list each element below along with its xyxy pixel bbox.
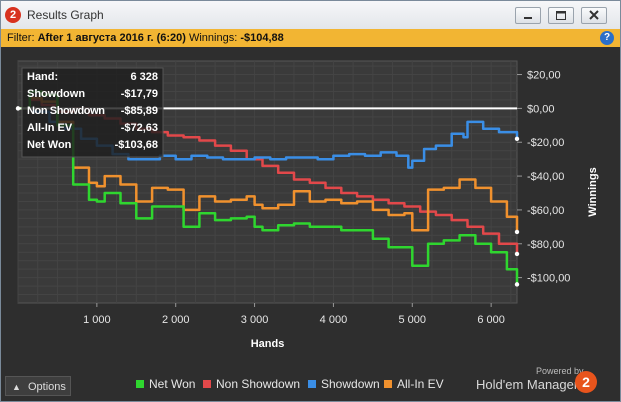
- series-line-net-won: [18, 90, 519, 285]
- legend-swatch: [308, 380, 316, 388]
- options-label: Options: [28, 381, 66, 393]
- x-tick-label: 6 000: [477, 314, 505, 326]
- results-chart: $20,00 $0,00 -$20,00 -$40,00 -$60,00 -$80,00 -…: [15, 60, 599, 350]
- legend-label: Net Won: [149, 377, 196, 391]
- y-tick-label: -$40,00: [527, 171, 564, 183]
- close-icon: [589, 10, 599, 20]
- minimize-button[interactable]: [515, 7, 541, 24]
- tooltip-value: -$72,63: [121, 122, 158, 134]
- y-axis-label: Winnings: [587, 167, 599, 216]
- y-tick-label: $20,00: [527, 70, 561, 82]
- filter-range: After 1 августа 2016 г. (6:20): [37, 32, 186, 44]
- y-tick-label: $0,00: [527, 103, 555, 115]
- tooltip-label: Net Won: [27, 139, 72, 151]
- legend-swatch: [384, 380, 392, 388]
- legend-label: All-In EV: [397, 377, 444, 391]
- x-tick-label: 4 000: [320, 314, 348, 326]
- series-line-all-in-ev: [18, 96, 519, 232]
- maximize-icon: [556, 11, 566, 20]
- winnings-label: Winnings:: [188, 32, 238, 44]
- maximize-button[interactable]: [548, 7, 574, 24]
- winnings-value: -$104,88: [240, 32, 284, 44]
- chevron-up-icon: ▲: [12, 382, 21, 392]
- filter-prefix: Filter:: [7, 32, 35, 44]
- close-button[interactable]: [581, 7, 607, 24]
- tooltip-label: Showdown: [27, 88, 85, 100]
- legend-all-in-ev[interactable]: All-In EV: [384, 377, 444, 391]
- x-tick-label: 1 000: [83, 314, 111, 326]
- legend-label: Non Showdown: [216, 377, 301, 391]
- brand-name: Hold'em Manager: [476, 377, 579, 392]
- y-tick-label: -$20,00: [527, 137, 564, 149]
- legend-label: Showdown: [321, 377, 380, 391]
- tooltip-value: -$85,89: [121, 105, 158, 117]
- legend-net-won[interactable]: Net Won: [136, 377, 195, 391]
- legend-showdown[interactable]: Showdown: [308, 377, 380, 391]
- tooltip-label: All-In EV: [27, 122, 73, 134]
- tooltip-value: -$17,79: [121, 88, 158, 100]
- tooltip-label: Non Showdown: [27, 105, 105, 117]
- zero-line-start-point: [15, 106, 21, 111]
- tooltip-label: Hand:: [27, 71, 58, 83]
- title-bar[interactable]: 2 Results Graph: [1, 1, 620, 30]
- filter-bar: Filter: After 1 августа 2016 г. (6:20) W…: [1, 29, 620, 47]
- hover-tooltip: [21, 67, 164, 158]
- legend-swatch: [136, 380, 144, 388]
- series-end-point-showdown: [514, 136, 520, 142]
- y-tick-label: -$100,00: [527, 273, 570, 285]
- series-end-point-all-in-ev: [514, 229, 520, 235]
- window-title: Results Graph: [27, 8, 104, 22]
- powered-by-text: Powered by: [536, 366, 584, 376]
- series-end-point-non-showdown: [514, 251, 520, 257]
- filter-summary: Filter: After 1 августа 2016 г. (6:20) W…: [7, 29, 284, 47]
- tooltip-value: -$103,68: [115, 139, 158, 151]
- y-tick-label: -$60,00: [527, 205, 564, 217]
- legend-swatch: [203, 380, 211, 388]
- x-tick-label: 3 000: [241, 314, 269, 326]
- minimize-icon: [524, 17, 532, 19]
- hm2-logo-icon: 2: [575, 371, 597, 393]
- series-end-point-net-won: [514, 282, 520, 287]
- x-tick-label: 2 000: [162, 314, 190, 326]
- help-icon[interactable]: ?: [600, 31, 614, 45]
- hm2-app-icon: 2: [5, 7, 21, 23]
- x-axis-label: Hands: [251, 338, 285, 350]
- legend-non-showdown[interactable]: Non Showdown: [203, 377, 300, 391]
- x-tick-label: 5 000: [399, 314, 427, 326]
- y-tick-label: -$80,00: [527, 239, 564, 251]
- options-button[interactable]: ▲ Options: [5, 376, 71, 396]
- tooltip-value: 6 328: [130, 71, 158, 83]
